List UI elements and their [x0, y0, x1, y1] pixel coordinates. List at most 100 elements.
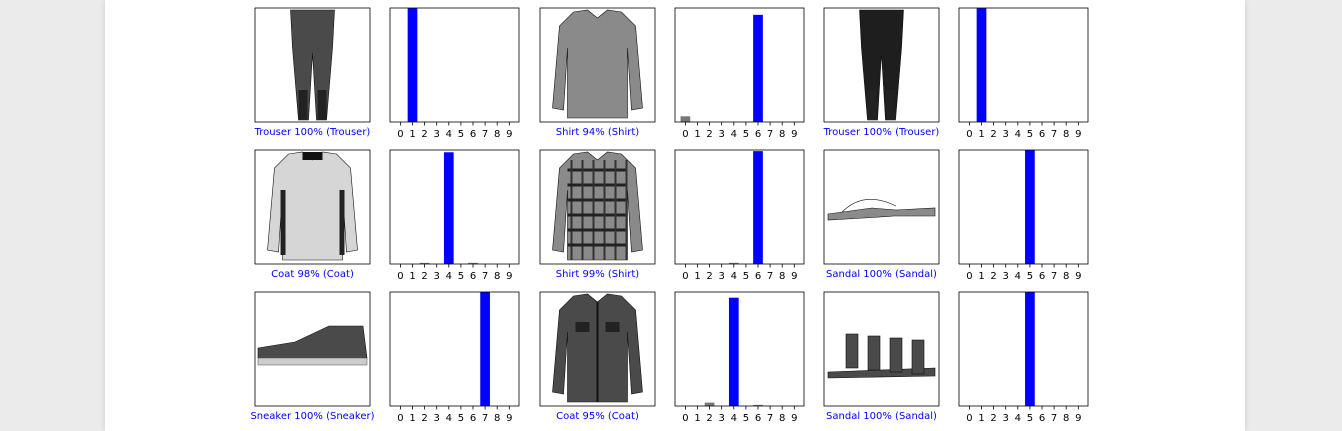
probability-bar: [419, 262, 430, 264]
trouser-shadow: [298, 90, 308, 120]
coat-shadow: [280, 190, 286, 255]
sneaker-sole: [257, 357, 368, 366]
prediction-caption: Sandal 100% (Sandal): [826, 411, 937, 422]
x-tick-label: 1: [978, 271, 984, 282]
x-tick-label: 6: [755, 271, 761, 282]
x-tick-label: 2: [421, 271, 427, 282]
trouser-shadow: [867, 90, 877, 120]
x-tick-label: 3: [434, 413, 440, 424]
sandal-strap: [867, 335, 881, 371]
x-tick-label: 3: [719, 413, 725, 424]
prediction-caption: Trouser 100% (Trouser): [823, 127, 940, 138]
x-tick-label: 6: [470, 129, 476, 140]
x-tick-label: 4: [446, 129, 452, 140]
x-tick-label: 7: [767, 413, 773, 424]
plot-area: [675, 8, 804, 122]
sandal-strap: [889, 337, 903, 373]
x-tick-label: 3: [434, 129, 440, 140]
x-tick-label: 0: [966, 271, 972, 282]
prediction-caption: Coat 98% (Coat): [271, 269, 354, 280]
plot-area: [959, 150, 1088, 264]
output-page: Trouser 100% (Trouser) 0 1 2 3 4 5 6 7 8 9 Shirt 94…: [105, 0, 1245, 431]
x-tick-label: 8: [1063, 413, 1069, 424]
plot-area: [675, 150, 804, 264]
x-tick-label: 7: [482, 129, 488, 140]
x-tick-label: 0: [397, 271, 403, 282]
x-tick-label: 6: [1039, 271, 1045, 282]
x-tick-label: 0: [397, 129, 403, 140]
x-tick-label: 1: [694, 413, 700, 424]
x-tick-label: 1: [694, 271, 700, 282]
x-tick-label: 7: [1051, 129, 1057, 140]
image-panel: Shirt 94% (Shirt): [539, 7, 656, 138]
trouser-shadow: [317, 90, 327, 120]
plot-frame: [674, 7, 805, 123]
plot-frame: [389, 7, 520, 123]
plot-frame: [674, 291, 805, 407]
x-tick-label: 9: [506, 271, 512, 282]
plaid-shirt-shape: [552, 151, 643, 261]
x-tick-label: 8: [779, 129, 785, 140]
prediction-caption: Shirt 99% (Shirt): [556, 269, 639, 280]
probability-bar: [468, 262, 478, 264]
x-tick-label: 8: [494, 413, 500, 424]
prediction-figure: Trouser 100% (Trouser) 0 1 2 3 4 5 6 7 8 9 Shirt 94…: [250, 7, 1089, 424]
x-tick-label: 2: [421, 413, 427, 424]
x-tick-label: 5: [743, 129, 749, 140]
x-tick-label: 0: [966, 413, 972, 424]
probability-bar: [443, 152, 454, 264]
x-tick-label: 5: [1027, 413, 1033, 424]
image-panel: Coat 98% (Coat): [254, 149, 371, 280]
probability-bar: [1025, 150, 1035, 264]
plot-frame: [389, 291, 520, 407]
x-tick-label: 0: [682, 271, 688, 282]
plot-frame: [958, 149, 1089, 265]
x-tick-label: 6: [755, 413, 761, 424]
x-tick-label: 4: [1015, 271, 1021, 282]
x-tick-label: 5: [1027, 271, 1033, 282]
probability-bar: [480, 292, 490, 406]
x-tick-label: 9: [1075, 129, 1081, 140]
x-tick-label: 8: [779, 271, 785, 282]
x-tick-label: 0: [397, 413, 403, 424]
image-panel: Coat 95% (Coat): [539, 291, 656, 422]
x-tick-label: 9: [791, 413, 797, 424]
x-tick-label: 1: [409, 129, 415, 140]
plot-area: [390, 150, 519, 264]
x-tick-label: 7: [482, 413, 488, 424]
x-tick-label: 6: [1039, 413, 1045, 424]
x-tick-label: 5: [458, 413, 464, 424]
x-tick-label: 9: [791, 271, 797, 282]
x-tick-label: 5: [743, 413, 749, 424]
flip-flop-shape: [827, 207, 936, 221]
image-frame: [823, 149, 940, 265]
x-tick-label: 2: [706, 271, 712, 282]
x-tick-label: 5: [743, 271, 749, 282]
x-tick-label: 8: [1063, 129, 1069, 140]
probability-bar: [704, 402, 715, 406]
x-tick-label: 0: [682, 413, 688, 424]
x-tick-label: 8: [494, 271, 500, 282]
probability-bar: [407, 8, 418, 122]
image-panel: Trouser 100% (Trouser): [823, 7, 940, 138]
coat-collar: [302, 152, 323, 160]
probability-bar: [1025, 292, 1035, 406]
x-tick-label: 3: [719, 271, 725, 282]
prediction-caption: Trouser 100% (Trouser): [254, 127, 371, 138]
plot-area: [675, 292, 804, 406]
x-tick-label: 3: [1003, 413, 1009, 424]
x-tick-label: 6: [470, 271, 476, 282]
x-tick-label: 9: [1075, 413, 1081, 424]
x-tick-label: 2: [990, 271, 996, 282]
x-tick-label: 4: [446, 271, 452, 282]
plot-frame: [674, 149, 805, 265]
x-tick-label: 4: [731, 271, 737, 282]
probability-bar: [753, 14, 763, 123]
x-tick-label: 4: [731, 413, 737, 424]
x-tick-label: 1: [409, 413, 415, 424]
plot-frame: [389, 149, 520, 265]
